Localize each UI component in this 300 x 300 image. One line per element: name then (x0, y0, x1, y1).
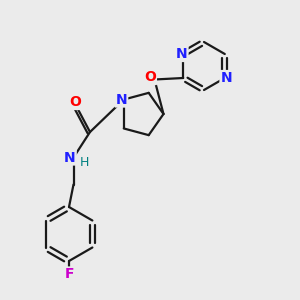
Text: N: N (116, 92, 127, 106)
Text: N: N (64, 151, 76, 164)
Text: O: O (144, 70, 156, 84)
Text: N: N (220, 71, 232, 85)
Text: N: N (176, 47, 188, 61)
Text: O: O (69, 95, 81, 109)
Text: H: H (79, 155, 89, 169)
Text: F: F (64, 268, 74, 281)
